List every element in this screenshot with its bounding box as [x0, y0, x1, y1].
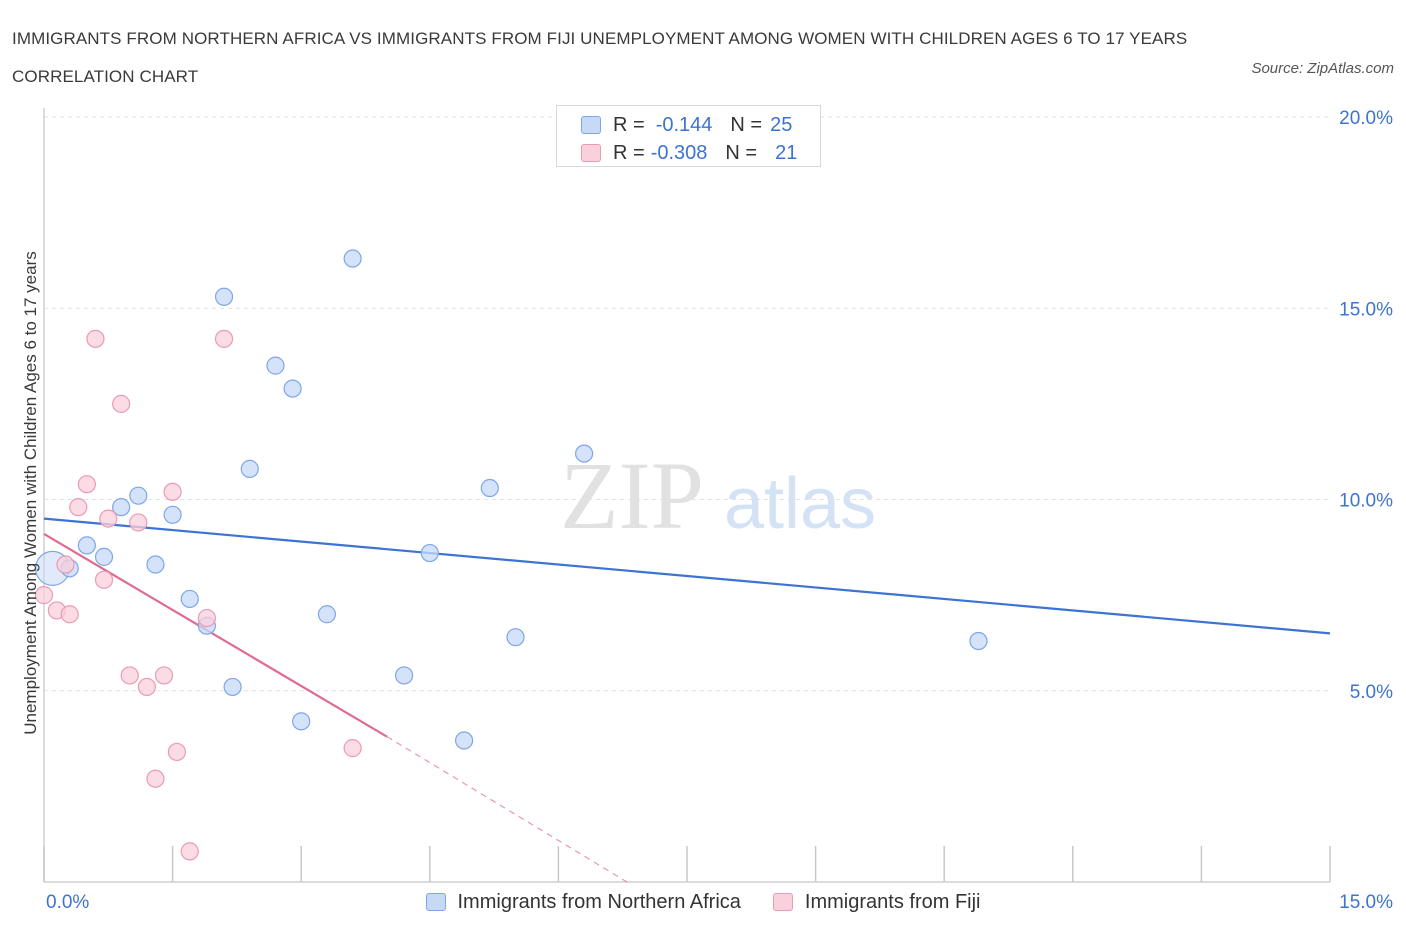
data-points — [34, 249, 988, 861]
point-fiji — [86, 329, 105, 348]
point-northern-africa — [317, 605, 337, 624]
axes — [43, 108, 1331, 883]
legend-n-label: N = — [730, 113, 763, 136]
trend-line-fiji-extension — [386, 736, 628, 883]
point-fiji — [99, 509, 118, 528]
point-northern-africa — [266, 356, 285, 375]
legend-swatch-blue — [581, 116, 601, 134]
legend-item-northern-africa[interactable]: Immigrants from Northern Africa — [425, 890, 741, 914]
point-northern-africa — [240, 459, 259, 478]
legend-n-value: 21 — [775, 141, 798, 164]
legend-swatch-pink — [772, 893, 793, 911]
point-northern-africa — [180, 589, 199, 609]
legend-label-fiji: Immigrants from Fiji — [804, 890, 981, 913]
point-fiji — [146, 769, 165, 788]
trend-line-northern-africa — [43, 517, 1331, 635]
point-northern-africa — [969, 631, 988, 651]
point-fiji — [94, 570, 114, 589]
legend-row-fiji: R = -0.308 N = 21 — [581, 140, 797, 166]
point-northern-africa — [420, 543, 439, 563]
point-northern-africa — [214, 287, 234, 306]
point-northern-africa — [129, 486, 148, 505]
point-fiji — [163, 482, 182, 501]
point-fiji — [129, 513, 148, 532]
point-fiji — [69, 498, 88, 517]
point-fiji — [112, 394, 131, 413]
point-northern-africa — [480, 478, 499, 498]
legend-r-value: -0.144 — [655, 113, 713, 136]
legend-item-fiji[interactable]: Immigrants from Fiji — [772, 890, 981, 914]
y-axis-label: Unemployment Among Women with Children A… — [21, 251, 40, 735]
legend-r-label: R = — [613, 113, 645, 136]
x-tick-label-min: 0.0% — [46, 892, 89, 913]
trend-line-fiji — [43, 532, 388, 738]
point-northern-africa — [223, 677, 242, 697]
point-northern-africa — [77, 536, 96, 555]
chart-title: IMMIGRANTS FROM NORTHERN AFRICA VS IMMIG… — [12, 29, 1188, 86]
y-tick-label: 5.0% — [1350, 682, 1393, 703]
point-fiji — [180, 842, 199, 861]
source-label: Source: ZipAtlas.com — [1251, 60, 1394, 77]
legend-n-label: N = — [725, 141, 758, 164]
legend-r-value: -0.308 — [650, 141, 708, 164]
point-fiji — [120, 666, 139, 685]
point-fiji — [56, 555, 75, 574]
legend-row-northern-africa: R = -0.144 N = 25 — [581, 112, 792, 138]
point-northern-africa — [506, 628, 525, 647]
point-northern-africa — [394, 666, 414, 685]
point-northern-africa — [575, 444, 594, 463]
point-northern-africa — [343, 249, 362, 268]
gridlines — [44, 116, 1330, 692]
legend-n-value: 25 — [770, 113, 793, 136]
point-fiji — [167, 742, 186, 762]
x-tick-label-max: 15.0% — [1339, 892, 1393, 913]
trend-lines — [43, 517, 1331, 883]
point-fiji — [137, 677, 156, 697]
point-northern-africa — [112, 498, 131, 517]
point-northern-africa — [283, 379, 302, 398]
point-northern-africa — [94, 547, 114, 566]
watermark-atlas: atlas — [724, 464, 876, 544]
legend-swatch-pink — [581, 144, 601, 162]
point-fiji — [77, 475, 96, 494]
legend-swatch-blue — [425, 893, 446, 911]
legend-r-label: R = — [613, 141, 645, 164]
watermark: ZIP atlas — [560, 442, 876, 549]
y-tick-label: 15.0% — [1339, 299, 1393, 320]
y-tick-label: 10.0% — [1339, 491, 1393, 512]
stats-legend: R = -0.144 N = 25 R = -0.308 N = 21 — [556, 105, 821, 167]
point-fiji — [214, 329, 234, 348]
point-northern-africa — [292, 712, 311, 731]
point-fiji — [343, 739, 362, 758]
point-fiji — [60, 605, 79, 624]
point-northern-africa — [454, 731, 474, 750]
legend-label-northern-africa: Immigrants from Northern Africa — [457, 890, 741, 913]
series-legend: Immigrants from Northern Africa Immigran… — [0, 888, 1406, 916]
point-northern-africa — [163, 505, 182, 524]
axis-labels: 5.0% 10.0% 15.0% 20.0% 0.0% 15.0% Unemployment… — [21, 108, 1393, 913]
y-tick-label: 20.0% — [1339, 108, 1393, 129]
point-fiji — [197, 608, 216, 628]
point-fiji — [154, 666, 174, 685]
point-northern-africa — [146, 555, 165, 574]
point-fiji — [34, 586, 54, 605]
